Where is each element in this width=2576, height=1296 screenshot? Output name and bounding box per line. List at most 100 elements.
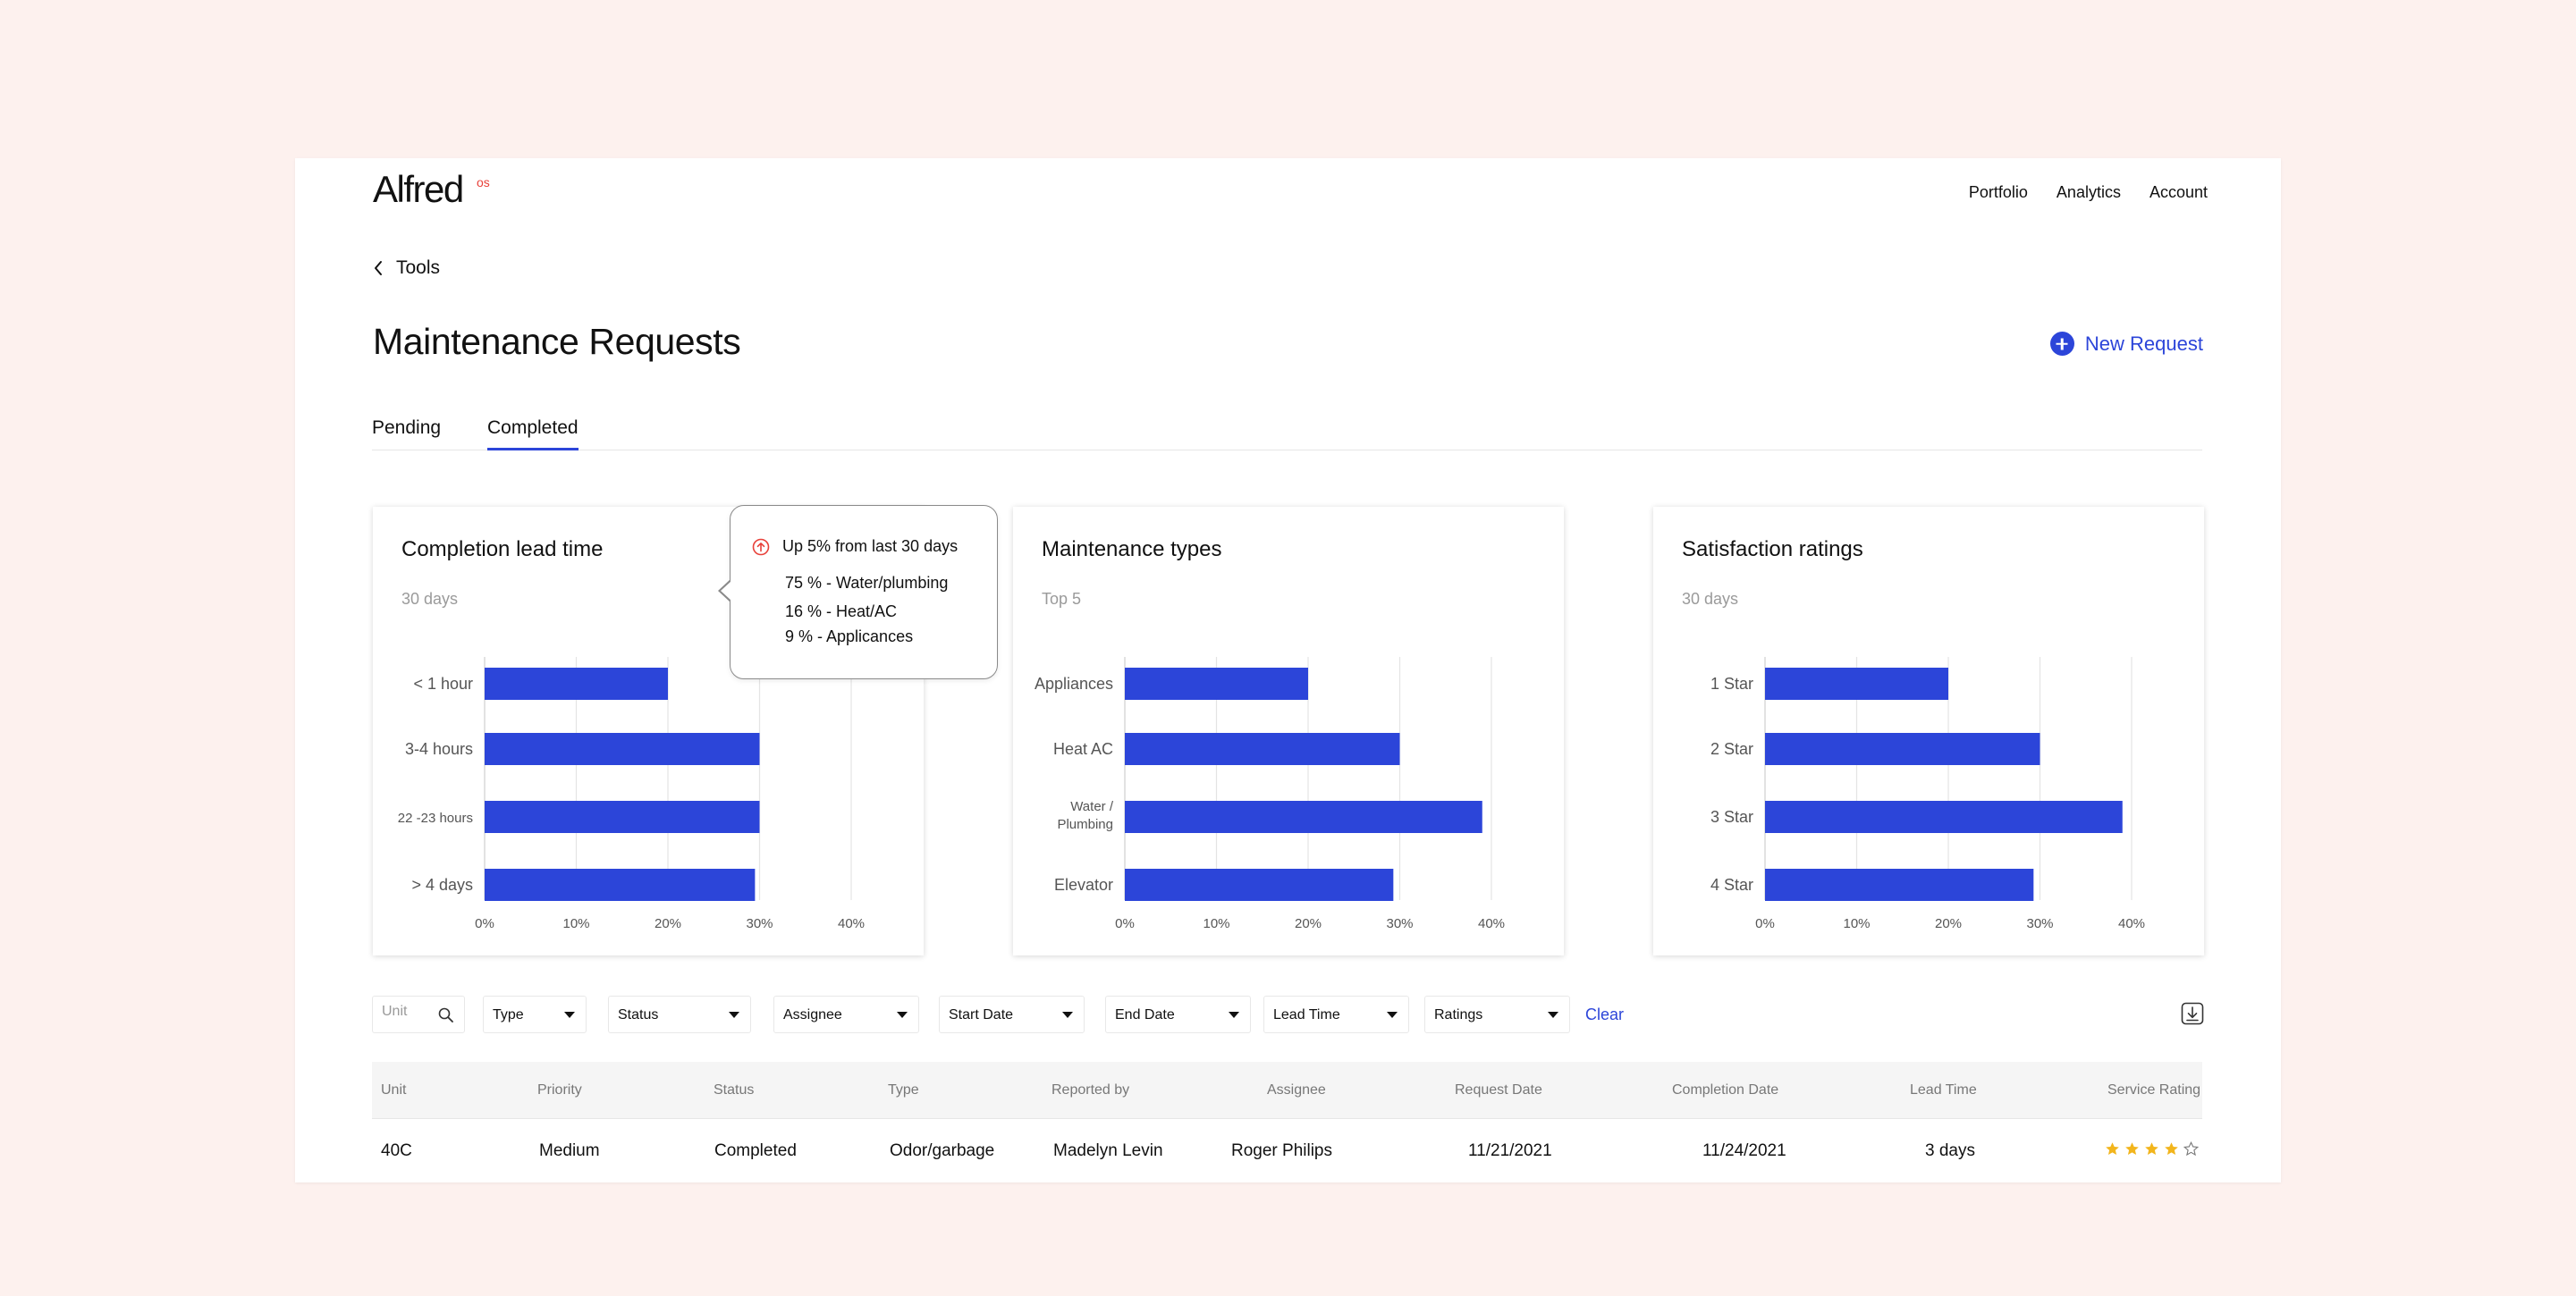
y-tick-label: 22 -23 hours — [398, 811, 473, 826]
tooltip-headline-text: Up 5% from last 30 days — [782, 537, 959, 555]
caret-down-icon — [729, 1012, 739, 1018]
bar — [1125, 801, 1482, 833]
alfred-logo[interactable]: Alfred — [373, 168, 464, 210]
tooltip-line: 75 % - Water/plumbing — [785, 574, 949, 592]
new-request-button[interactable]: New Request — [2049, 332, 2203, 356]
nav-analytics[interactable]: Analytics — [2056, 183, 2121, 201]
col-service-rating[interactable]: Service Rating — [2107, 1082, 2201, 1098]
x-tick-label: 0% — [1115, 916, 1135, 931]
star-filled-icon — [2165, 1142, 2178, 1155]
lead-time-chart: 0% 10% 20% 30% 40% < 1 hour 3-4 hours 22 -23 ho… — [398, 657, 865, 931]
caret-down-icon — [564, 1012, 575, 1018]
search-icon[interactable] — [437, 1006, 455, 1024]
end-date-select[interactable]: End Date — [1105, 996, 1251, 1033]
arrow-up-circle-icon — [752, 538, 770, 555]
x-tick-label: 20% — [1295, 916, 1322, 931]
cell-lead-time: 3 days — [1925, 1141, 1975, 1160]
bar — [485, 733, 760, 765]
select-label: End Date — [1115, 1007, 1175, 1022]
select-label: Status — [618, 1007, 659, 1022]
y-tick-label: 3 Star — [1710, 808, 1753, 826]
tab-pending[interactable]: Pending — [372, 417, 442, 438]
col-priority[interactable]: Priority — [537, 1082, 582, 1098]
caret-down-icon — [1387, 1012, 1398, 1018]
cell-unit: 40C — [381, 1141, 412, 1160]
tooltip-headline: Up 5% from last 30 days — [752, 537, 958, 556]
bar — [1765, 801, 2123, 833]
col-unit[interactable]: Unit — [381, 1082, 407, 1098]
assignee-select[interactable]: Assignee — [773, 996, 919, 1033]
card-subtitle: Top 5 — [1042, 590, 1082, 608]
x-tick-label: 10% — [1203, 916, 1229, 931]
col-lead-time[interactable]: Lead Time — [1910, 1082, 1977, 1098]
caret-down-icon — [1548, 1012, 1558, 1018]
card-subtitle: 30 days — [1682, 590, 1739, 608]
select-label: Start Date — [949, 1007, 1014, 1022]
bar — [485, 869, 756, 901]
nav-account[interactable]: Account — [2149, 183, 2208, 201]
x-tick-label: 30% — [746, 916, 773, 931]
tooltip-line: 9 % - Applicances — [785, 627, 914, 645]
select-label: Ratings — [1434, 1007, 1483, 1022]
unit-search-input[interactable] — [382, 1004, 435, 1020]
back-link[interactable]: Tools — [373, 257, 440, 279]
x-tick-label: 40% — [838, 916, 865, 931]
col-type[interactable]: Type — [888, 1082, 919, 1098]
bar — [485, 668, 668, 700]
star-empty-icon — [2183, 1141, 2199, 1157]
y-tick-label: Elevator — [1054, 876, 1113, 894]
table-header: Unit Priority Status Type Reported by As… — [372, 1062, 2202, 1119]
unit-search-field — [372, 996, 465, 1033]
cell-completion-date: 11/24/2021 — [1702, 1141, 1786, 1160]
card-subtitle: 30 days — [401, 590, 459, 608]
cell-assignee: Roger Philips — [1231, 1141, 1332, 1160]
select-label: Type — [493, 1007, 524, 1022]
top-nav: Portfolio Analytics Account — [1969, 183, 2208, 202]
clear-filters-button[interactable]: Clear — [1585, 1006, 1625, 1023]
col-status[interactable]: Status — [714, 1082, 755, 1098]
col-reported-by[interactable]: Reported by — [1052, 1082, 1130, 1098]
card-title: Satisfaction ratings — [1682, 537, 1863, 561]
x-tick-label: 40% — [1478, 916, 1505, 931]
star-rating — [2105, 1141, 2199, 1157]
col-assignee[interactable]: Assignee — [1267, 1082, 1326, 1098]
card-title: Completion lead time — [401, 537, 604, 561]
select-label: Lead Time — [1273, 1007, 1340, 1022]
start-date-select[interactable]: Start Date — [939, 996, 1085, 1033]
x-tick-label: 20% — [1935, 916, 1962, 931]
table-row[interactable]: 40C Medium Completed Odor/garbage Madely… — [372, 1120, 2202, 1182]
y-tick-label: 1 Star — [1710, 675, 1753, 693]
bar — [1125, 869, 1394, 901]
status-select[interactable]: Status — [608, 996, 751, 1033]
x-tick-label: 30% — [2026, 916, 2053, 931]
nav-portfolio[interactable]: Portfolio — [1968, 183, 2028, 201]
y-tick-label: 3-4 hours — [405, 740, 473, 758]
tooltip-line: 16 % - Heat/AC — [785, 602, 898, 620]
download-icon[interactable] — [2179, 1000, 2206, 1027]
x-tick-label: 0% — [475, 916, 494, 931]
cell-priority: Medium — [539, 1141, 600, 1160]
cell-type: Odor/garbage — [890, 1141, 995, 1160]
lead-time-select[interactable]: Lead Time — [1263, 996, 1409, 1033]
tab-completed[interactable]: Completed — [487, 417, 579, 450]
new-request-label: New Request — [2084, 332, 2203, 355]
y-tick-label: < 1 hour — [413, 675, 473, 693]
bar — [1125, 733, 1400, 765]
col-request-date[interactable]: Request Date — [1455, 1082, 1542, 1098]
cell-request-date: 11/21/2021 — [1468, 1141, 1552, 1160]
cell-reported-by: Madelyn Levin — [1053, 1141, 1163, 1160]
status-tabs: Pending Completed — [372, 417, 2202, 450]
x-tick-label: 10% — [1843, 916, 1870, 931]
y-tick-label: Water / — [1070, 799, 1114, 814]
caret-down-icon — [1062, 1012, 1073, 1018]
bar — [485, 801, 760, 833]
bar — [1765, 668, 1948, 700]
logo-superscript: os — [477, 175, 490, 189]
plus-circle-icon — [2049, 332, 2074, 356]
y-tick-label: 2 Star — [1710, 740, 1753, 758]
type-select[interactable]: Type — [483, 996, 587, 1033]
col-completion-date[interactable]: Completion Date — [1672, 1082, 1779, 1098]
bar — [1765, 869, 2034, 901]
ratings-select[interactable]: Ratings — [1424, 996, 1570, 1033]
card-title: Maintenance types — [1042, 537, 1222, 561]
